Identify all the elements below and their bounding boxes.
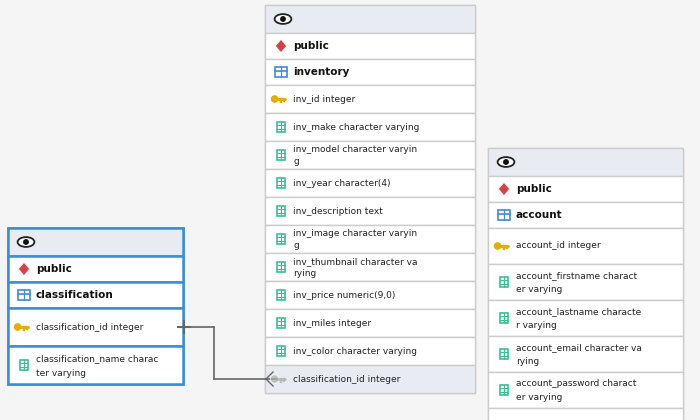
Bar bbox=[488, 148, 683, 420]
Text: public: public bbox=[293, 41, 329, 51]
Bar bbox=[20, 360, 28, 370]
Bar bbox=[265, 169, 475, 197]
Text: inv_price numeric(9,0): inv_price numeric(9,0) bbox=[293, 291, 396, 299]
Text: g: g bbox=[293, 241, 299, 249]
Text: er varying: er varying bbox=[516, 394, 562, 402]
Text: inv_description text: inv_description text bbox=[293, 207, 383, 215]
Bar bbox=[8, 228, 183, 384]
Bar bbox=[488, 148, 683, 176]
Bar bbox=[488, 176, 683, 202]
Bar bbox=[276, 67, 286, 77]
Bar bbox=[8, 228, 183, 256]
Bar bbox=[276, 262, 286, 272]
Polygon shape bbox=[18, 262, 30, 276]
Polygon shape bbox=[498, 182, 510, 196]
Bar bbox=[8, 256, 183, 282]
Bar bbox=[265, 59, 475, 85]
Bar bbox=[265, 253, 475, 281]
Polygon shape bbox=[275, 39, 287, 53]
Bar bbox=[265, 85, 475, 113]
Bar bbox=[265, 309, 475, 337]
Text: account_firstname charact: account_firstname charact bbox=[516, 271, 637, 280]
Bar bbox=[8, 308, 183, 346]
Text: public: public bbox=[36, 264, 72, 274]
Bar bbox=[276, 346, 286, 356]
Bar bbox=[498, 210, 510, 220]
Circle shape bbox=[23, 239, 29, 245]
Bar bbox=[488, 408, 683, 420]
Text: classification_name charac: classification_name charac bbox=[36, 354, 158, 362]
Bar bbox=[276, 150, 286, 160]
Circle shape bbox=[280, 16, 286, 22]
Circle shape bbox=[270, 95, 279, 103]
Text: account: account bbox=[516, 210, 563, 220]
Bar bbox=[500, 313, 508, 323]
Bar bbox=[276, 178, 286, 188]
Bar bbox=[500, 349, 508, 359]
Text: er varying: er varying bbox=[516, 286, 562, 294]
Circle shape bbox=[503, 159, 509, 165]
Text: g: g bbox=[293, 157, 299, 165]
Text: account_lastname characte: account_lastname characte bbox=[516, 307, 641, 316]
Circle shape bbox=[13, 323, 22, 331]
Bar bbox=[276, 206, 286, 216]
Bar bbox=[500, 277, 508, 287]
Bar bbox=[276, 318, 286, 328]
Text: classification_id integer: classification_id integer bbox=[293, 375, 400, 383]
Text: classification_id integer: classification_id integer bbox=[36, 323, 144, 331]
Text: rying: rying bbox=[293, 269, 316, 278]
Text: ter varying: ter varying bbox=[36, 369, 86, 378]
Bar bbox=[18, 290, 29, 300]
Ellipse shape bbox=[18, 237, 34, 247]
Text: account_id integer: account_id integer bbox=[516, 241, 601, 250]
Text: inv_image character varyin: inv_image character varyin bbox=[293, 229, 417, 239]
Bar bbox=[265, 141, 475, 169]
Text: classification: classification bbox=[36, 290, 113, 300]
Bar bbox=[488, 264, 683, 300]
Text: account_password charact: account_password charact bbox=[516, 379, 636, 388]
Text: public: public bbox=[516, 184, 552, 194]
Bar bbox=[265, 225, 475, 253]
Bar bbox=[500, 385, 508, 395]
Bar bbox=[488, 202, 683, 228]
Bar bbox=[488, 228, 683, 264]
Bar bbox=[265, 5, 475, 33]
Bar bbox=[265, 281, 475, 309]
Text: r varying: r varying bbox=[516, 321, 556, 331]
Ellipse shape bbox=[274, 14, 291, 24]
Circle shape bbox=[494, 242, 502, 250]
Bar bbox=[265, 113, 475, 141]
Bar bbox=[8, 346, 183, 384]
Text: inventory: inventory bbox=[293, 67, 349, 77]
Bar bbox=[488, 336, 683, 372]
Bar bbox=[276, 122, 286, 132]
Bar bbox=[265, 365, 475, 393]
Bar bbox=[488, 300, 683, 336]
Bar bbox=[488, 372, 683, 408]
Text: account_email character va: account_email character va bbox=[516, 343, 642, 352]
Text: inv_id integer: inv_id integer bbox=[293, 94, 355, 103]
Text: inv_year character(4): inv_year character(4) bbox=[293, 178, 391, 187]
Text: inv_miles integer: inv_miles integer bbox=[293, 318, 371, 328]
Bar bbox=[276, 290, 286, 300]
Bar bbox=[276, 234, 286, 244]
Bar bbox=[265, 197, 475, 225]
Text: rying: rying bbox=[516, 357, 539, 366]
Text: inv_thumbnail character va: inv_thumbnail character va bbox=[293, 257, 417, 266]
Text: inv_make character varying: inv_make character varying bbox=[293, 123, 419, 131]
Bar bbox=[265, 5, 475, 393]
Circle shape bbox=[270, 375, 279, 383]
Ellipse shape bbox=[498, 157, 514, 167]
Text: inv_color character varying: inv_color character varying bbox=[293, 346, 417, 355]
Bar bbox=[265, 33, 475, 59]
Bar bbox=[265, 337, 475, 365]
Text: inv_model character varyin: inv_model character varyin bbox=[293, 145, 417, 155]
Bar bbox=[8, 282, 183, 308]
